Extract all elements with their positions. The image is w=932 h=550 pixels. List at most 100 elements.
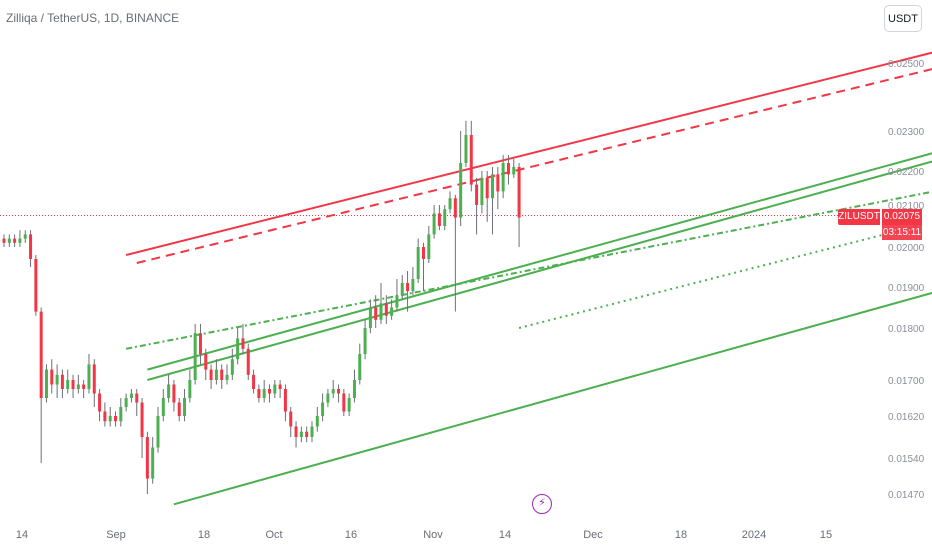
candle [268,384,271,403]
time-axis[interactable]: 14 Sep 18 Oct 16 Nov 14 Dec 18 2024 15 [16,529,832,541]
candle-body [124,398,128,407]
candle [363,319,367,360]
candle-body [7,238,11,243]
candle [517,163,521,247]
candle [204,348,208,380]
candle-body [363,328,367,354]
candle-body [87,364,91,389]
flash-icon[interactable]: ⚡ [532,494,552,514]
candle-body [23,234,27,239]
candle-body [358,354,362,380]
candle-body [55,374,59,385]
candle-body [347,398,351,412]
candle-body [294,426,298,437]
candle-body [172,384,176,403]
candle [129,389,133,403]
price-tick-label: 0.01470 [888,490,925,501]
candle-body [183,398,187,416]
bar-countdown: 03:15:11 [882,225,922,240]
candle-body [257,389,261,398]
candle-body [198,333,202,354]
trendline-6 [173,291,932,506]
price-axis[interactable]: 0.02500 0.02300 0.02200 0.02100 0.02000 0.019… [888,59,925,501]
symbol-title: Zilliqa / TetherUS, 1D, BINANCE [6,11,180,25]
candle-body [501,163,505,192]
candle-body [209,369,213,380]
candle-body [50,369,54,385]
candle-body [18,238,22,243]
candle [103,402,107,427]
candle-body [443,209,447,226]
candle [124,393,128,412]
candle-body [437,213,441,226]
trendline-5 [518,225,918,329]
candle-body [390,307,394,316]
candle [448,191,452,214]
candle [29,230,33,267]
candle [469,120,473,192]
candle [358,343,362,385]
candle [475,177,479,235]
candle-body [44,369,48,398]
candle-body [517,167,521,218]
candle [241,323,245,354]
candle-body [230,359,234,375]
price-tick-label: 0.02300 [888,127,925,138]
candle [13,234,17,247]
candle [114,411,118,427]
candle [23,230,27,243]
candle-body [480,177,484,205]
candle [395,279,399,312]
candle-body [204,354,208,370]
candle [71,374,75,398]
candle-body [464,135,468,163]
candle [283,384,287,422]
candle [406,271,410,312]
candle-body [129,393,133,398]
candle-body [379,303,383,320]
candle [421,242,425,292]
candle [151,437,155,484]
candle-body [98,393,102,412]
candle-body [167,384,171,398]
candle [246,343,250,380]
candle [145,431,149,494]
candle [374,295,378,328]
candle [198,323,202,365]
candle [411,267,415,296]
candle [167,374,171,403]
candle-body [135,393,139,403]
candle [326,389,330,407]
candle-body [278,384,282,389]
candle-body [34,259,38,312]
candle [214,359,218,385]
candle [98,389,102,422]
candle [427,226,431,263]
candle-body [262,389,266,398]
candle [390,299,394,320]
candle-body [384,303,388,316]
candle-body [145,437,149,479]
last-price-label: ZILUSDT 0.02075 03:15:11 [838,207,922,241]
candle-body [321,402,325,416]
currency-button[interactable]: USDT [884,5,922,32]
candle-body [305,431,309,437]
time-tick-label: Dec [583,529,603,541]
candle-body [252,374,256,389]
candle [44,364,48,403]
candle-body [188,380,192,398]
candle [193,323,197,385]
candle-body [368,307,372,328]
candle-body [156,416,160,448]
time-tick-label: 14 [499,529,511,541]
candle [183,389,187,422]
candle-body [459,163,463,218]
last-price-value: 0.02075 [882,209,922,225]
candle [230,348,234,380]
price-tick-label: 0.01800 [888,324,925,335]
candle-body [506,163,510,175]
candle [119,398,123,427]
time-tick-label: Nov [423,529,443,541]
candle-body [29,234,33,259]
